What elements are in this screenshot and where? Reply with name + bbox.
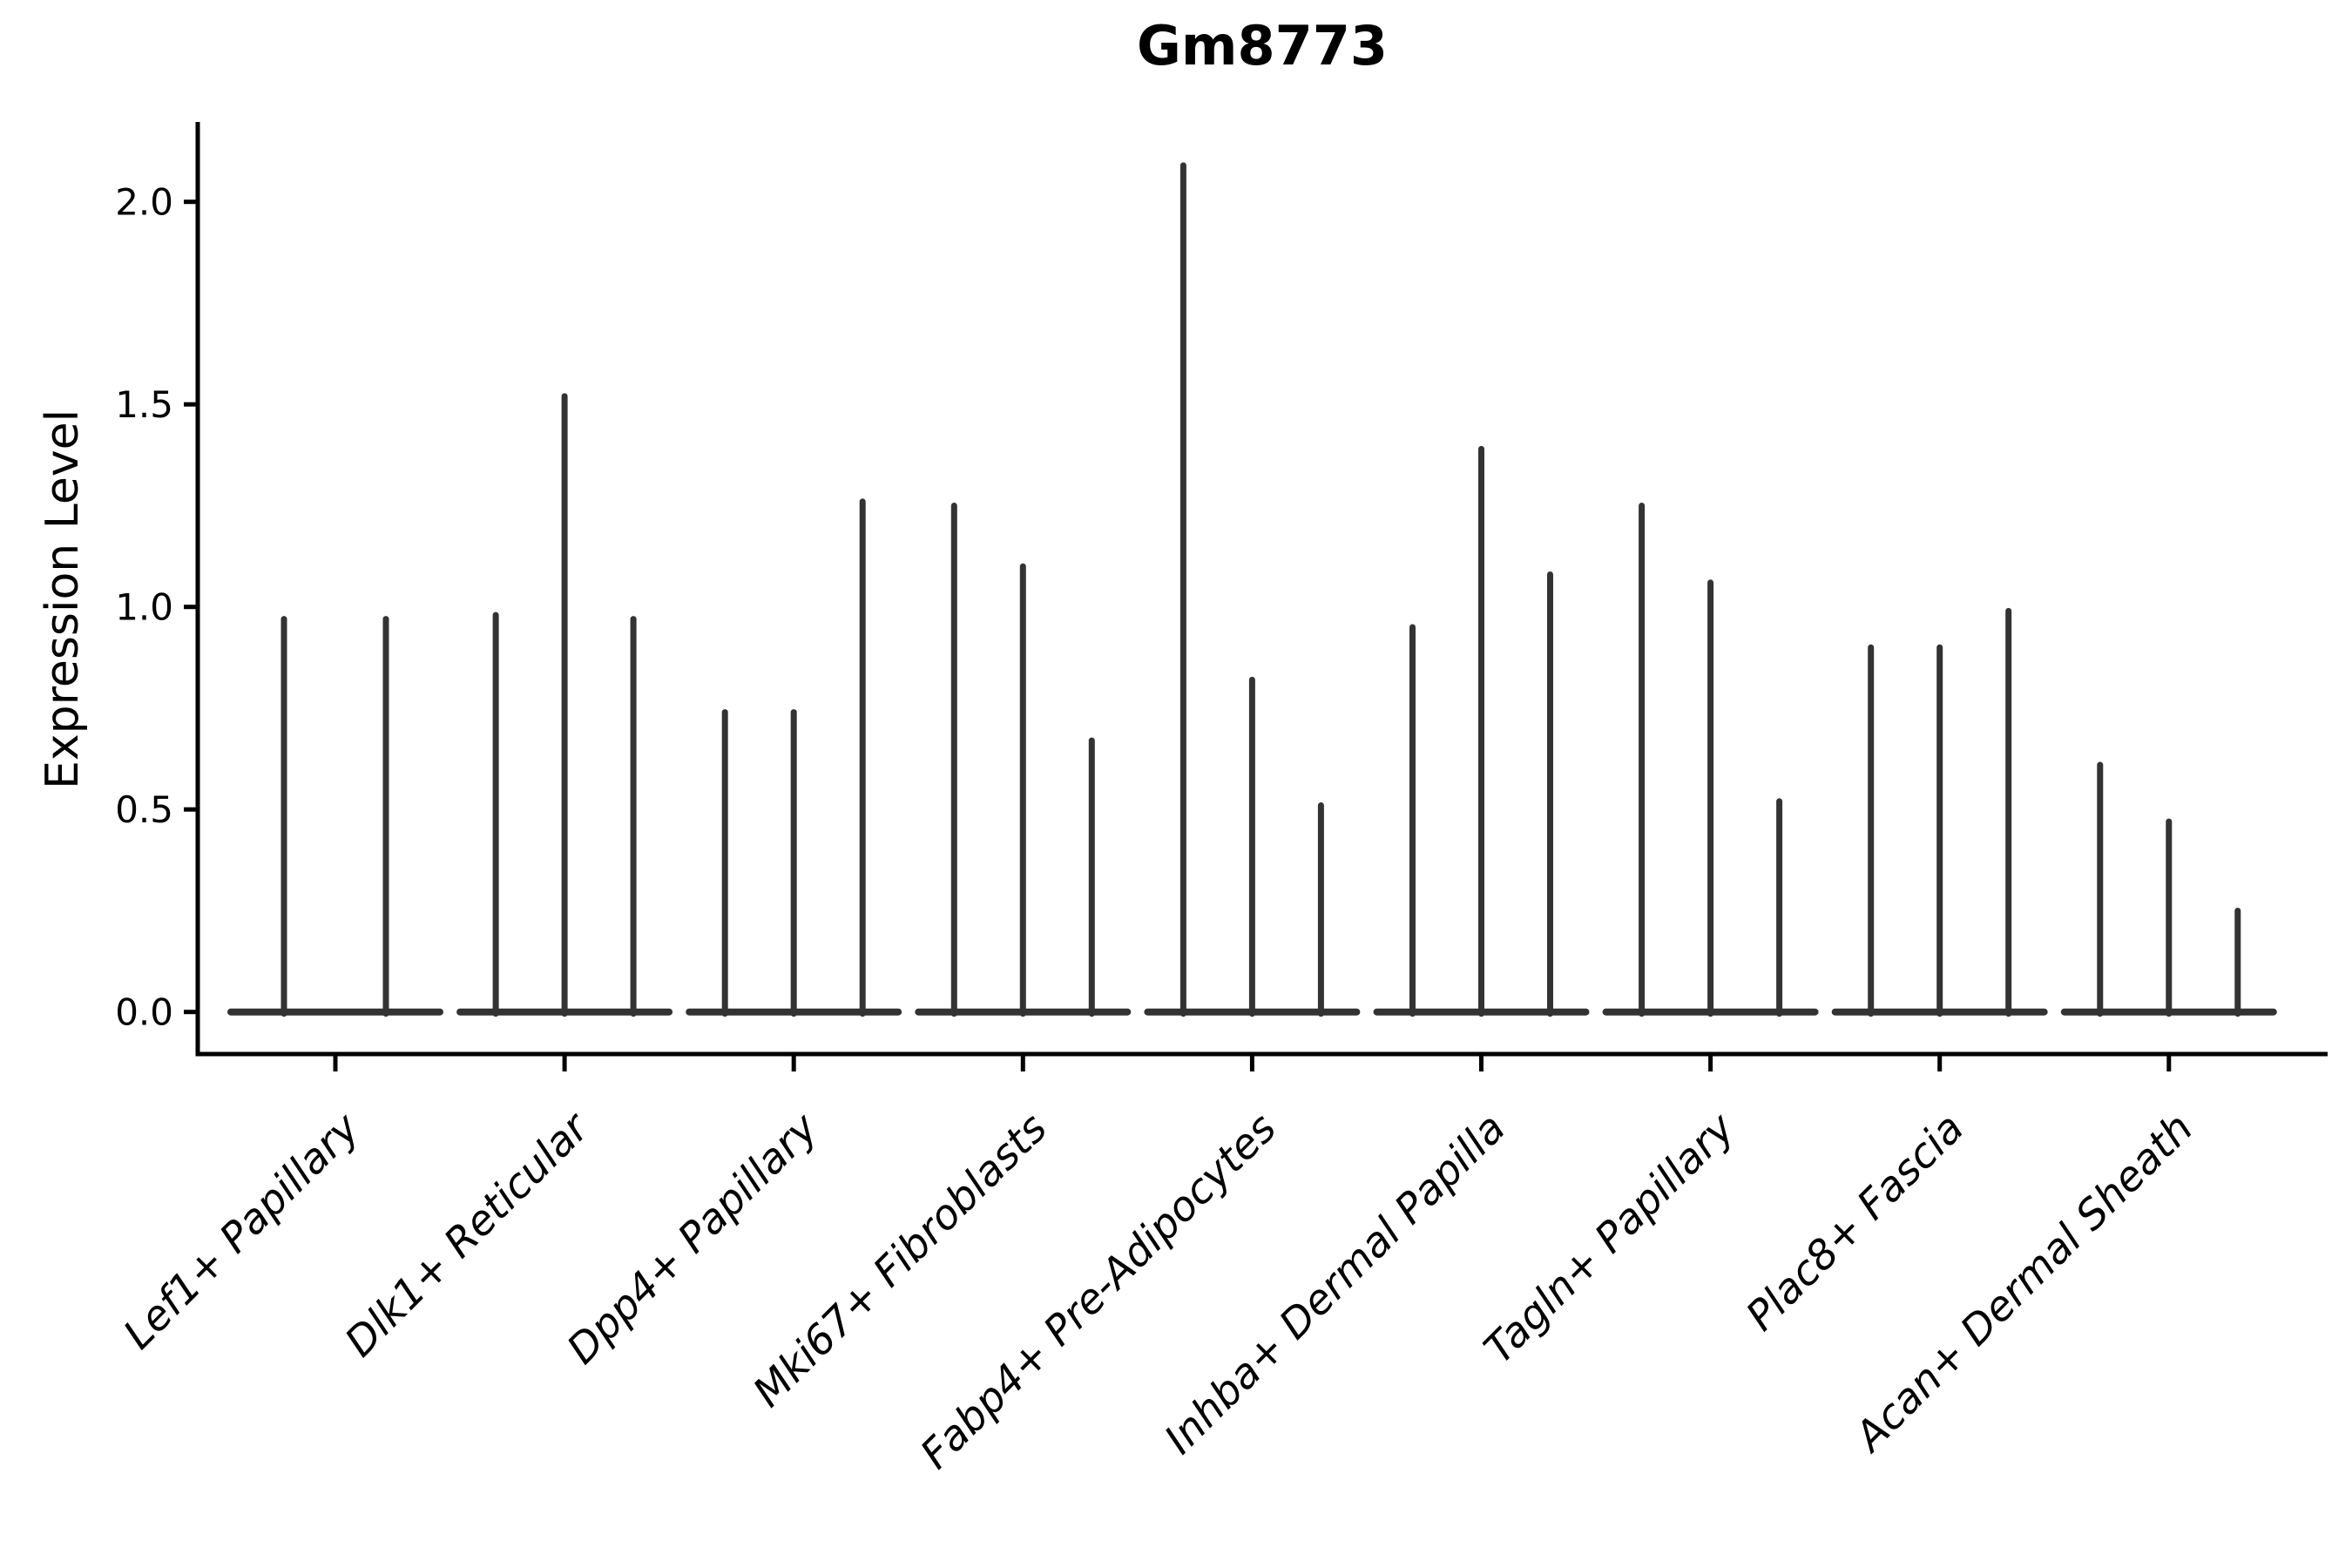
y-tick-label: 0.0 (115, 991, 173, 1034)
x-tick-label: Plac8+ Fascia (1737, 1105, 1973, 1341)
y-tick-label: 1.5 (115, 383, 173, 426)
x-tick-label: Lef1+ Papillary (114, 1104, 369, 1359)
x-tick-label: Dlk1+ Reticular (336, 1103, 600, 1367)
y-tick-label: 0.5 (115, 788, 173, 831)
plot-title: Gm8773 (1136, 14, 1389, 78)
x-tick-label: Dpp4+ Papillary (558, 1104, 828, 1374)
y-tick-label: 2.0 (115, 181, 173, 224)
y-tick-label: 1.0 (115, 586, 173, 629)
x-tick-label: Tagln+ Papillary (1475, 1104, 1745, 1374)
